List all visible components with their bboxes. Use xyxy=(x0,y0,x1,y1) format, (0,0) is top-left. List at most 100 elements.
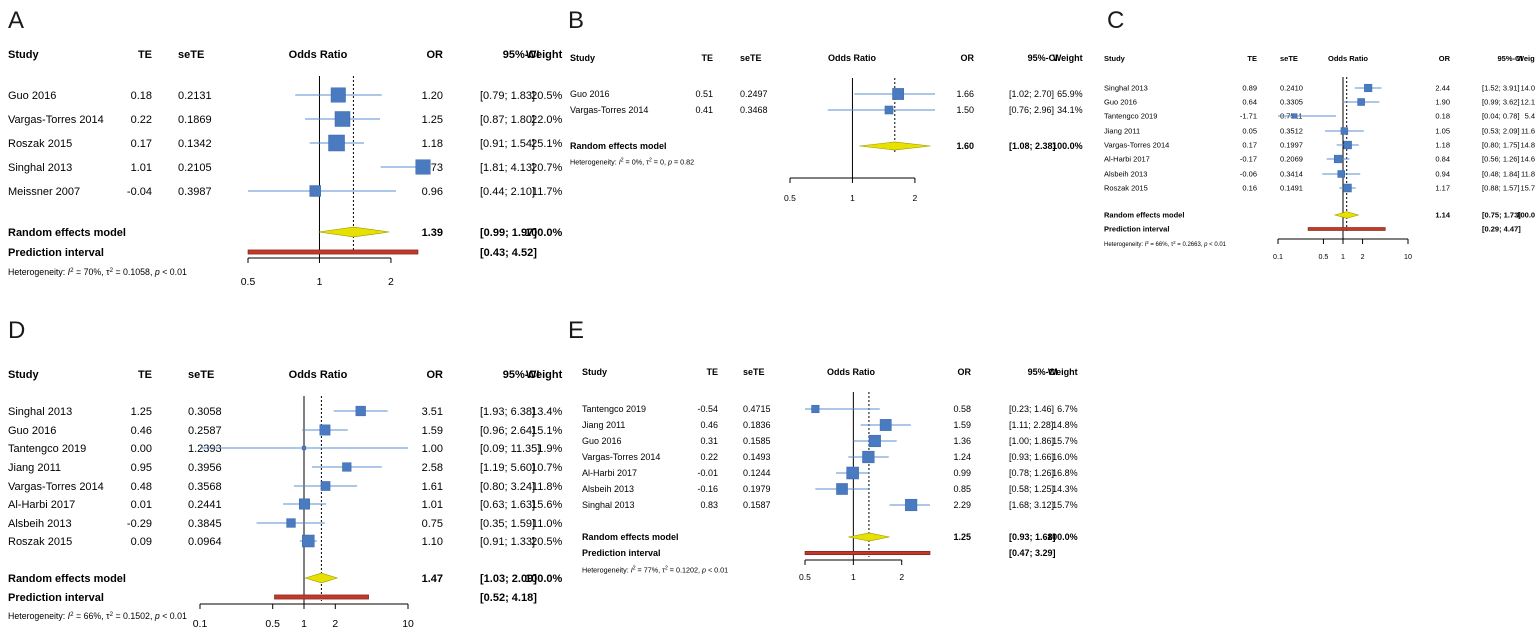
study-weight-box xyxy=(884,105,894,115)
study-name: Alsbeih 2013 xyxy=(8,518,72,530)
heterogeneity-part: 2 xyxy=(1173,240,1176,245)
study-te: 0.09 xyxy=(131,536,152,548)
header-weight: Weight xyxy=(526,369,563,381)
study-sete: 0.2131 xyxy=(178,90,212,102)
study-te: 0.48 xyxy=(131,481,152,493)
study-sete: 0.1342 xyxy=(178,138,212,150)
study-ci: [0.35; 1.59] xyxy=(480,518,535,530)
study-sete: 0.3058 xyxy=(188,406,222,418)
study-weight-box xyxy=(415,159,431,175)
study-name: Jiang 2011 xyxy=(8,462,61,474)
study-name: Vargas-Torres 2014 xyxy=(582,452,660,462)
study-or: 1.18 xyxy=(1435,141,1450,150)
study-weight: 11.6% xyxy=(1521,127,1535,136)
x-tick-label: 0.5 xyxy=(265,619,280,628)
study-ci: [0.79; 1.83] xyxy=(480,90,535,102)
study-weight: 15.6% xyxy=(531,499,562,511)
prediction-interval-label: Prediction interval xyxy=(8,592,104,604)
study-weight: 14.8% xyxy=(1520,141,1535,150)
random-effects-label: Random effects model xyxy=(1104,211,1184,220)
header-odds-ratio: Odds Ratio xyxy=(828,53,877,63)
study-sete: 0.1491 xyxy=(1280,184,1303,193)
study-name: Alsbeih 2013 xyxy=(1104,170,1147,179)
study-or: 1.25 xyxy=(422,114,443,126)
x-tick-label: 2 xyxy=(388,277,394,288)
prediction-ci: [0.52; 4.18] xyxy=(480,592,537,604)
study-weight-box xyxy=(1357,98,1365,106)
heterogeneity-part: 2 xyxy=(70,267,74,274)
study-te: 0.83 xyxy=(700,500,718,510)
pooled-ci: [1.08; 2.38] xyxy=(1009,141,1056,151)
study-or: 1.59 xyxy=(422,425,443,437)
study-weight: 15.7% xyxy=(1520,184,1535,193)
study-name: Vargas-Torres 2014 xyxy=(570,105,648,115)
header-odds-ratio: Odds Ratio xyxy=(289,49,348,61)
study-or: 1.66 xyxy=(956,89,974,99)
x-tick-label: 0.1 xyxy=(193,619,208,628)
header-odds-ratio: Odds Ratio xyxy=(289,369,348,381)
study-weight: 65.9% xyxy=(1057,89,1083,99)
study-name: Roszak 2015 xyxy=(8,138,72,150)
study-or: 1.90 xyxy=(1435,98,1450,107)
study-name: Guo 2016 xyxy=(582,436,622,446)
study-name: Meissner 2007 xyxy=(8,186,80,198)
header-or: OR xyxy=(427,369,444,381)
header-ci: 95%-CI xyxy=(503,49,540,61)
heterogeneity-part: = 0.2663, xyxy=(1176,242,1205,248)
header-study: Study xyxy=(582,367,607,377)
study-te: 0.31 xyxy=(700,436,718,446)
study-te: 1.01 xyxy=(131,162,152,174)
study-weight: 11.7% xyxy=(532,186,563,198)
study-te: -0.17 xyxy=(1240,155,1257,164)
study-name: Guo 2016 xyxy=(1104,98,1137,107)
x-tick-label: 1 xyxy=(850,193,855,203)
heterogeneity-part: 2 xyxy=(110,611,114,618)
header-te: TE xyxy=(138,49,152,61)
study-sete: 0.1836 xyxy=(743,420,771,430)
heterogeneity-part: I xyxy=(68,611,71,621)
study-or: 2.58 xyxy=(422,462,443,474)
study-weight-box xyxy=(1343,183,1352,193)
heterogeneity-part: = 0.1502, xyxy=(113,611,155,621)
pooled-diamond xyxy=(318,226,390,238)
study-ci: [1.00; 1.86] xyxy=(1009,436,1054,446)
study-weight: 16.0% xyxy=(1052,452,1078,462)
heterogeneity-part: τ xyxy=(106,611,110,621)
study-name: Singhal 2013 xyxy=(582,500,635,510)
heterogeneity-part: 2 xyxy=(1146,240,1149,245)
study-ci: [0.78; 1.26] xyxy=(1009,468,1054,478)
header-or: OR xyxy=(1439,54,1451,63)
study-name: Singhal 2013 xyxy=(8,162,72,174)
study-weight: 11.8% xyxy=(532,481,563,493)
x-tick-label: 1 xyxy=(1341,253,1345,261)
study-ci: [0.63; 1.63] xyxy=(480,499,535,511)
study-sete: 0.3512 xyxy=(1280,127,1303,136)
heterogeneity-part: Heterogeneity: xyxy=(8,267,68,277)
study-ci: [0.88; 1.57] xyxy=(1482,184,1520,193)
heterogeneity-part: p xyxy=(667,158,672,167)
heterogeneity-part: < 0.01 xyxy=(160,611,187,621)
study-sete: 0.4715 xyxy=(743,404,771,414)
heterogeneity-part: = 0.1202, xyxy=(668,566,702,575)
study-weight: 6.7% xyxy=(1057,404,1078,414)
study-or: 1.59 xyxy=(953,420,971,430)
heterogeneity-part: < 0.01 xyxy=(1208,242,1227,248)
study-or: 1.10 xyxy=(422,536,443,548)
study-sete: 0.2441 xyxy=(188,499,222,511)
study-ci: [1.11; 2.28] xyxy=(1009,420,1053,430)
study-weight: 5.4% xyxy=(1525,112,1535,121)
study-te: 0.46 xyxy=(131,425,152,437)
study-or: 0.75 xyxy=(422,518,443,530)
prediction-bar xyxy=(274,594,369,600)
header-weight: Weight xyxy=(1053,53,1083,63)
study-sete: 1.2393 xyxy=(188,443,222,455)
study-weight-box xyxy=(342,462,352,472)
study-te: 0.17 xyxy=(1242,141,1257,150)
study-weight-box xyxy=(334,111,351,127)
x-tick-label: 0.1 xyxy=(1273,253,1283,261)
study-weight: 34.1% xyxy=(1057,105,1083,115)
study-name: Al-Harbi 2017 xyxy=(8,499,75,511)
study-te: -0.06 xyxy=(1240,170,1257,179)
